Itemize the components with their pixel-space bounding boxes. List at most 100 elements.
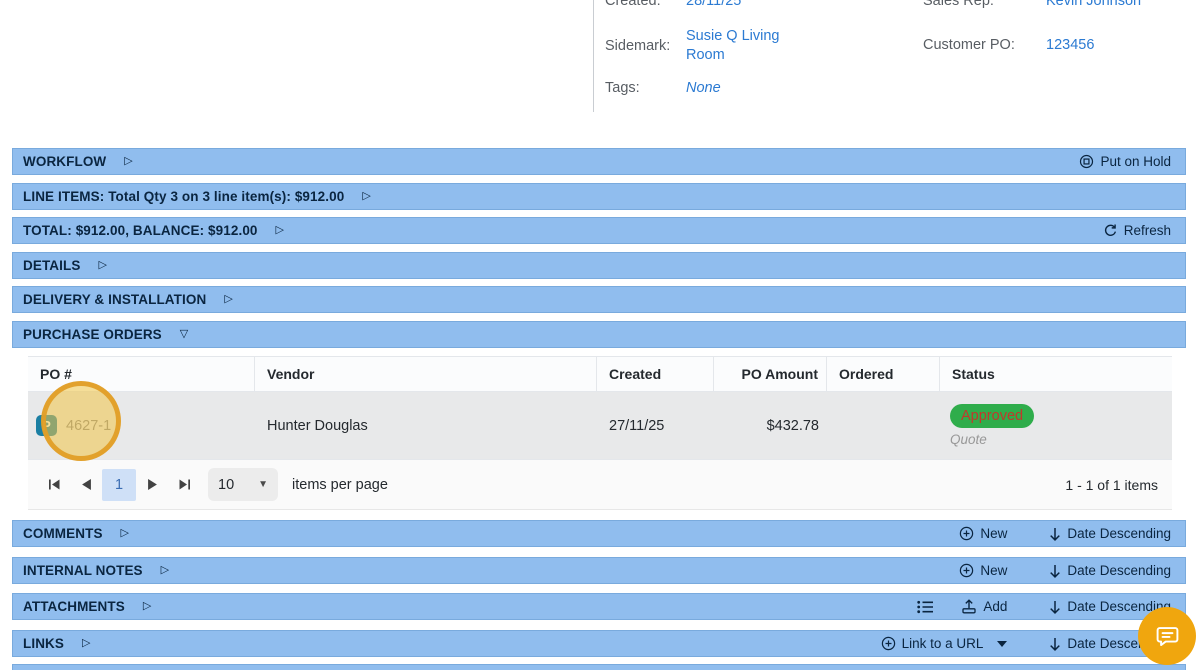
vendor-cell: Hunter Douglas bbox=[267, 417, 368, 434]
created-value-link[interactable]: 28/11/25 bbox=[686, 0, 742, 9]
expand-icon[interactable]: ▷ bbox=[82, 637, 91, 649]
expand-icon[interactable]: ▷ bbox=[362, 190, 371, 202]
refresh-icon bbox=[1104, 224, 1116, 236]
arrow-down-icon bbox=[1050, 600, 1061, 614]
created-label: Created: bbox=[605, 0, 661, 9]
section-bar-total[interactable]: TOTAL: $912.00, BALANCE: $912.00 ▷ Refre… bbox=[12, 217, 1186, 244]
col-header-po-number[interactable]: PO # bbox=[28, 357, 255, 391]
details-title: DETAILS bbox=[23, 258, 81, 273]
table-row[interactable]: P 4627-1 Hunter Douglas 27/11/25 $432.78… bbox=[28, 392, 1172, 460]
chevron-down-icon: ▼ bbox=[258, 479, 268, 490]
col-header-created[interactable]: Created bbox=[597, 357, 714, 391]
plus-circle-icon bbox=[960, 563, 974, 578]
col-header-ordered[interactable]: Ordered bbox=[827, 357, 940, 391]
page-size-value: 10 bbox=[218, 476, 235, 493]
chat-support-button[interactable] bbox=[1138, 607, 1196, 665]
section-bar-purchase-orders[interactable]: PURCHASE ORDERS ▽ bbox=[12, 321, 1186, 348]
expand-icon[interactable]: ▷ bbox=[160, 564, 170, 576]
po-number-link[interactable]: 4627-1 bbox=[66, 417, 112, 434]
collapse-icon[interactable]: ▽ bbox=[179, 328, 189, 340]
sort-date-descending-button[interactable]: Date Descending bbox=[1049, 599, 1171, 614]
expand-icon[interactable]: ▷ bbox=[124, 155, 133, 167]
purchase-orders-title: PURCHASE ORDERS bbox=[23, 327, 162, 342]
section-bar-line-items[interactable]: LINE ITEMS: Total Qty 3 on 3 line item(s… bbox=[12, 183, 1186, 210]
tags-value-link[interactable]: None bbox=[686, 80, 721, 96]
chat-bubble-icon bbox=[1156, 626, 1178, 646]
attachment-list-view-button[interactable] bbox=[917, 600, 934, 614]
section-bar-attachments[interactable]: ATTACHMENTS ▷ Add Date Descending bbox=[12, 593, 1186, 620]
last-page-button[interactable] bbox=[168, 469, 200, 501]
created-cell: 27/11/25 bbox=[609, 417, 665, 434]
add-attachment-button[interactable]: Add bbox=[961, 599, 1007, 614]
section-bar-partial[interactable] bbox=[12, 664, 1186, 670]
plus-circle-icon bbox=[960, 526, 974, 541]
po-table-header: PO # Vendor Created PO Amount Ordered St… bbox=[28, 356, 1172, 392]
list-icon bbox=[917, 600, 934, 613]
add-attachment-label: Add bbox=[983, 599, 1008, 614]
sales-rep-value-link[interactable]: Kevin Johnson bbox=[1046, 0, 1142, 9]
section-bar-details[interactable]: DETAILS ▷ bbox=[12, 252, 1186, 279]
refresh-button[interactable]: Refresh bbox=[1103, 223, 1171, 238]
section-bar-links[interactable]: LINKS ▷ Link to a URL Date Descending bbox=[12, 630, 1186, 657]
chevron-down-icon bbox=[997, 640, 1008, 647]
section-bar-delivery[interactable]: DELIVERY & INSTALLATION ▷ bbox=[12, 286, 1186, 313]
sort-date-descending-button[interactable]: Date Descending bbox=[1049, 563, 1171, 578]
customer-po-value-link[interactable]: 123456 bbox=[1046, 37, 1095, 53]
po-table-pager: 1 10 ▼ items per page 1 - 1 of 1 items bbox=[28, 460, 1172, 510]
link-to-url-button[interactable]: Link to a URL bbox=[881, 636, 1008, 651]
purchase-orders-table: PO # Vendor Created PO Amount Ordered St… bbox=[28, 356, 1172, 510]
sidemark-value-link[interactable]: Susie Q Living Room bbox=[686, 28, 780, 63]
sidemark-label: Sidemark: bbox=[605, 38, 671, 54]
upload-icon bbox=[962, 599, 977, 614]
sort-date-descending-button[interactable]: Date Descending bbox=[1049, 526, 1171, 541]
sidemark-row: Sidemark: Susie Q Living Room bbox=[605, 27, 788, 65]
summary-divider bbox=[593, 0, 594, 112]
new-comment-button[interactable]: New bbox=[959, 526, 1007, 541]
page-number-button[interactable]: 1 bbox=[102, 468, 136, 501]
put-on-hold-button[interactable]: Put on Hold bbox=[1079, 154, 1171, 169]
link-to-url-label: Link to a URL bbox=[901, 636, 984, 651]
expand-icon[interactable]: ▷ bbox=[98, 259, 107, 271]
new-note-button[interactable]: New bbox=[959, 563, 1007, 578]
col-header-status[interactable]: Status bbox=[952, 366, 995, 382]
new-comment-label: New bbox=[980, 526, 1008, 541]
section-bar-workflow[interactable]: WORKFLOW ▷ Put on Hold bbox=[12, 148, 1186, 175]
po-number-cell: P 4627-1 bbox=[28, 415, 255, 436]
page-size-dropdown[interactable]: 10 ▼ bbox=[208, 468, 278, 501]
workflow-title: WORKFLOW bbox=[23, 154, 107, 169]
po-amount-cell: $432.78 bbox=[766, 417, 819, 434]
section-bar-internal-notes[interactable]: INTERNAL NOTES ▷ New Date Descending bbox=[12, 557, 1186, 584]
previous-page-icon bbox=[81, 479, 91, 490]
items-per-page-label: items per page bbox=[292, 476, 388, 493]
next-page-button[interactable] bbox=[136, 469, 168, 501]
delivery-title: DELIVERY & INSTALLATION bbox=[23, 292, 207, 307]
arrow-down-icon bbox=[1050, 564, 1061, 578]
col-header-vendor[interactable]: Vendor bbox=[255, 357, 597, 391]
refresh-label: Refresh bbox=[1123, 223, 1171, 238]
expand-icon[interactable]: ▷ bbox=[142, 600, 152, 612]
sort-label: Date Descending bbox=[1067, 526, 1171, 541]
status-cell: Approved Quote bbox=[940, 404, 1172, 447]
expand-icon[interactable]: ▷ bbox=[275, 224, 285, 236]
col-header-po-amount[interactable]: PO Amount bbox=[714, 357, 827, 391]
section-bar-comments[interactable]: COMMENTS ▷ New Date Descending bbox=[12, 520, 1186, 547]
hold-icon bbox=[1080, 154, 1094, 169]
previous-page-button[interactable] bbox=[70, 469, 102, 501]
customer-po-label: Customer PO: bbox=[923, 37, 1015, 53]
first-page-button[interactable] bbox=[38, 469, 70, 501]
expand-icon[interactable]: ▷ bbox=[120, 527, 130, 539]
sales-rep-label: Sales Rep: bbox=[923, 0, 994, 9]
status-sub-label: Quote bbox=[950, 432, 987, 447]
expand-icon[interactable]: ▷ bbox=[224, 293, 233, 305]
next-page-icon bbox=[147, 479, 157, 490]
line-items-title: LINE ITEMS: Total Qty 3 on 3 line item(s… bbox=[23, 189, 345, 204]
comments-title: COMMENTS bbox=[23, 526, 103, 541]
sales-rep-row: Sales Rep: Kevin Johnson bbox=[923, 0, 1141, 9]
last-page-icon bbox=[179, 479, 190, 490]
po-type-icon: P bbox=[36, 415, 57, 436]
tags-label: Tags: bbox=[605, 80, 640, 96]
customer-po-row: Customer PO: 123456 bbox=[923, 37, 1094, 53]
links-title: LINKS bbox=[23, 636, 64, 651]
new-note-label: New bbox=[980, 563, 1008, 578]
